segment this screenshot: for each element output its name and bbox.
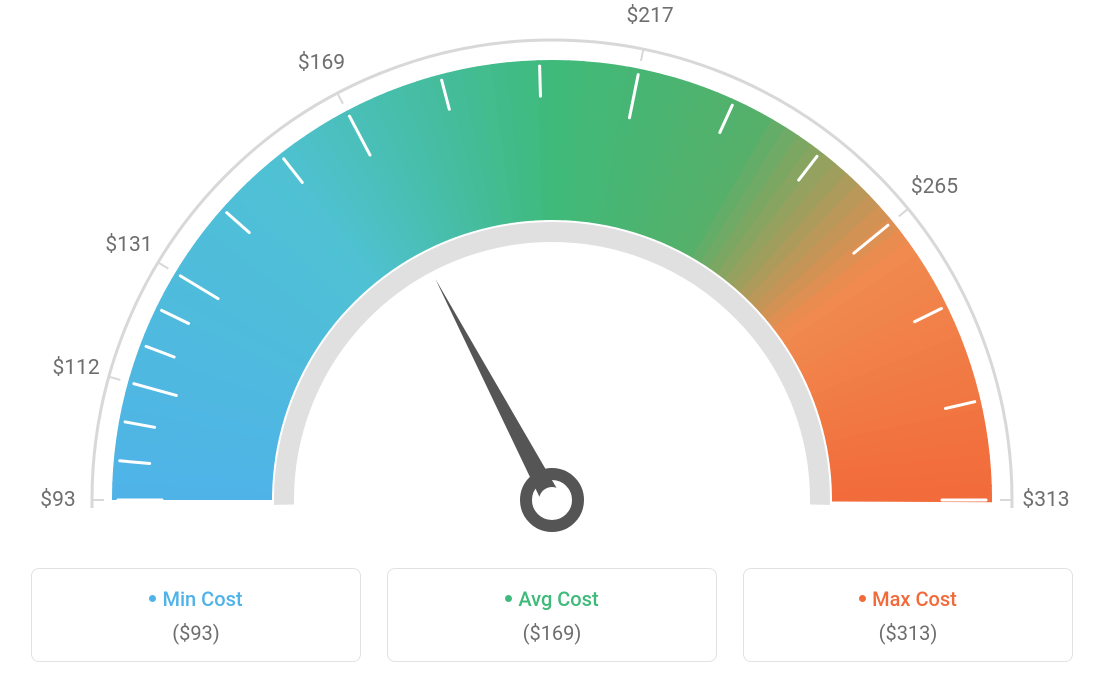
legend-title-avg: Avg Cost [398, 587, 706, 611]
legend-card-avg: Avg Cost ($169) [387, 568, 717, 662]
legend-label-avg: Avg Cost [518, 587, 598, 611]
legend-value-max: ($313) [754, 621, 1062, 645]
legend-label-min: Min Cost [162, 587, 242, 611]
tick-label: $112 [52, 356, 99, 380]
tick-label: $217 [626, 4, 673, 28]
legend-card-min: Min Cost ($93) [31, 568, 361, 662]
tick-label: $265 [911, 175, 958, 199]
legend-label-max: Max Cost [872, 587, 957, 611]
dot-avg-icon [505, 595, 512, 602]
legend-title-max: Max Cost [754, 587, 1062, 611]
legend-title-min: Min Cost [42, 587, 350, 611]
legend-value-avg: ($169) [398, 621, 706, 645]
tick-label: $169 [298, 51, 345, 75]
gauge-svg [0, 0, 1104, 560]
tick-label: $313 [1022, 488, 1069, 512]
cost-gauge: $93 $112 $131 $169 $217 $265 $313 [0, 0, 1104, 560]
legend-card-max: Max Cost ($313) [743, 568, 1073, 662]
dot-max-icon [859, 595, 866, 602]
tick-label: $131 [105, 233, 152, 257]
dot-min-icon [149, 595, 156, 602]
legend-value-min: ($93) [42, 621, 350, 645]
legend-row: Min Cost ($93) Avg Cost ($169) Max Cost … [0, 568, 1104, 662]
tick-label: $93 [40, 488, 75, 512]
